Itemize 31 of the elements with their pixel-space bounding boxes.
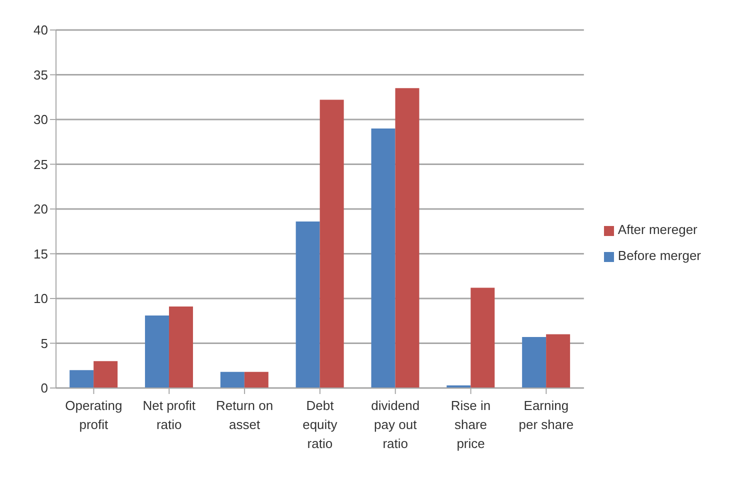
- bar: [371, 128, 396, 388]
- legend-label: After mereger: [618, 222, 698, 237]
- bar: [144, 316, 169, 388]
- bar: [296, 222, 320, 388]
- bar: [168, 306, 193, 388]
- y-tick-label: 30: [34, 112, 48, 128]
- x-tick-label: Net profit ratio: [142, 398, 196, 432]
- bar: [395, 88, 420, 388]
- x-tick-label: dividend pay out ratio: [371, 398, 420, 451]
- x-tick-label: Return on asset: [216, 398, 274, 432]
- bar: [94, 361, 118, 388]
- x-tick-label: Rise in share price: [450, 398, 491, 451]
- bar: [244, 372, 268, 388]
- y-tick-label: 40: [34, 22, 48, 38]
- x-tick-label: Operating profit: [65, 398, 122, 432]
- bar: [522, 336, 546, 388]
- y-tick-label: 10: [34, 291, 48, 306]
- y-tick-label: 15: [34, 246, 48, 262]
- x-tick-label: Debt equity ratio: [302, 398, 338, 451]
- x-tick-label: Earning per share: [518, 398, 574, 432]
- y-tick-label: 5: [40, 336, 48, 351]
- y-tick-label: 35: [34, 67, 48, 82]
- legend-label: Before merger: [618, 248, 701, 263]
- y-tick-label: 0: [40, 380, 48, 396]
- bar: [320, 100, 344, 388]
- bar: [546, 334, 570, 388]
- bar: [470, 288, 495, 388]
- y-tick-label: 20: [34, 202, 48, 217]
- bar: [220, 372, 244, 388]
- bar: [70, 370, 94, 388]
- y-tick-label: 25: [34, 156, 48, 172]
